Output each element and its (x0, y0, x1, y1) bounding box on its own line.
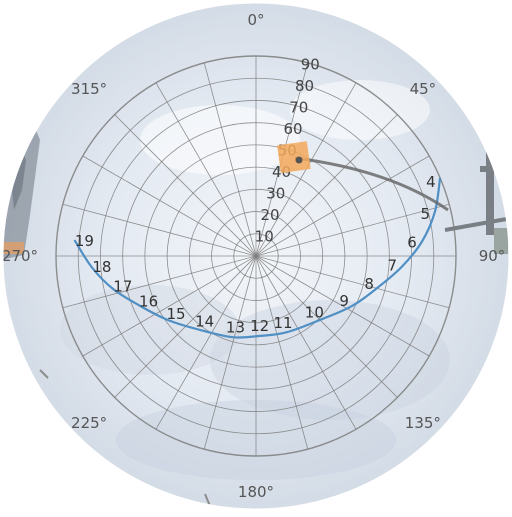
sun-hour-label: 15 (166, 305, 185, 323)
azimuth-spoke (82, 155, 257, 257)
azimuth-label: 135° (405, 414, 441, 432)
azimuth-spoke (62, 203, 257, 257)
azimuth-spoke (155, 255, 257, 430)
azimuth-spoke (203, 62, 257, 257)
sun-hour-label: 12 (250, 317, 269, 335)
pole-crossbar (480, 166, 502, 172)
azimuth-spoke (255, 255, 309, 450)
cloud-patch (290, 80, 430, 140)
azimuth-spoke (82, 255, 257, 357)
wire-silhouette (444, 216, 510, 232)
altitude-ring-label: 70 (289, 99, 308, 117)
sun-hour-label: 10 (305, 303, 324, 321)
ground-object (204, 493, 211, 507)
azimuth-spoke (255, 255, 357, 430)
azimuth-label: 225° (71, 414, 107, 432)
azimuth-spoke (155, 82, 257, 257)
sun-position-marker (277, 141, 311, 174)
altitude-ring-label: 10 (255, 227, 274, 245)
azimuth-label: 180° (238, 483, 274, 501)
sun-hour-label: 13 (226, 319, 245, 337)
sun-hour-label: 7 (388, 257, 398, 275)
altitude-ring-label: 20 (260, 206, 279, 224)
sun-hour-label: 5 (420, 205, 430, 223)
altitude-ring-label: 30 (266, 185, 285, 203)
sun-hour-label: 8 (364, 275, 374, 293)
altitude-ring-label: 80 (295, 77, 314, 95)
azimuth-label: 45° (410, 80, 437, 98)
azimuth-label: 0° (247, 11, 264, 29)
azimuth-spoke (114, 114, 257, 257)
sun-hour-label: 9 (339, 292, 349, 310)
azimuth-spoke (255, 203, 450, 257)
azimuth-spoke (255, 255, 398, 398)
label-layer: 0°45°90°135°180°225°270°315°102030405060… (2, 11, 505, 501)
sun-position-dot (295, 156, 303, 164)
azimuth-spoke (255, 255, 430, 357)
sun-hour-label: 14 (195, 313, 214, 331)
sun-hour-label: 4 (426, 173, 436, 191)
building-edge (2, 242, 24, 254)
sun-hour-label: 16 (139, 293, 158, 311)
altitude-ring-label: 60 (283, 120, 302, 138)
altitude-ring-label: 90 (301, 56, 320, 74)
sun-hour-label: 18 (92, 258, 111, 276)
azimuth-spoke (255, 114, 398, 257)
ground-object (39, 369, 49, 379)
pole-base (494, 228, 508, 254)
pole-silhouette (486, 145, 494, 235)
cloud-patch (60, 285, 240, 375)
sun-hour-label: 11 (274, 314, 293, 332)
azimuth-spoke (203, 255, 257, 450)
azimuth-label: 90° (479, 247, 506, 265)
polar-grid (55, 55, 457, 457)
azimuth-spoke (255, 155, 430, 257)
sun-path-curve (73, 177, 442, 339)
azimuth-label: 270° (2, 247, 38, 265)
sun-hour-label: 17 (113, 278, 132, 296)
sun-marker-layer (277, 141, 449, 212)
marker-connector (294, 156, 449, 212)
azimuth-spoke (255, 255, 450, 309)
sun-hour-label: 19 (75, 232, 94, 250)
sun-hour-label: 6 (407, 233, 417, 251)
azimuth-spoke (62, 255, 257, 309)
sun-path-layer (73, 177, 442, 339)
azimuth-label: 315° (71, 80, 107, 98)
